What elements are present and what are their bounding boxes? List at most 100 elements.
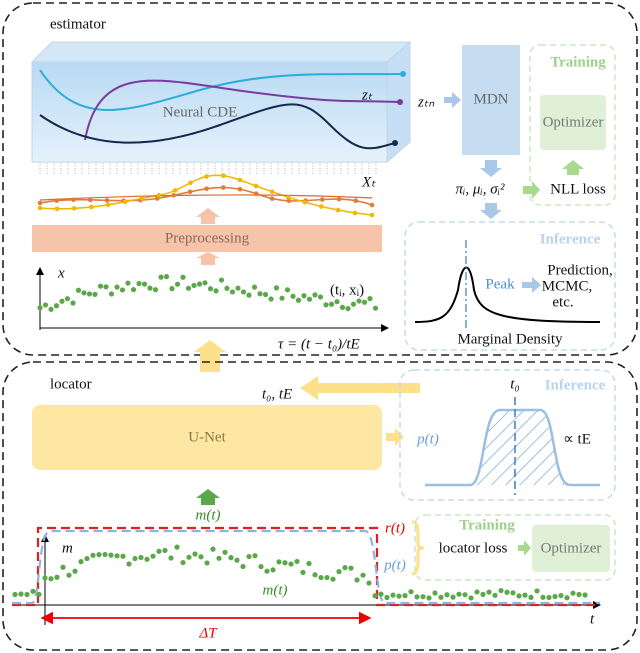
point [234,557,240,563]
mdn-box [462,45,520,155]
point [162,547,168,554]
point [60,564,66,570]
point [510,590,516,596]
point [207,286,214,292]
x-t-point [172,188,178,193]
point [204,560,210,566]
point [229,289,236,295]
point [158,274,164,280]
x-t-point [369,202,375,208]
x-t-point [286,198,292,204]
point [546,594,552,601]
inference-frame [404,221,616,351]
estimator-title: estimator [50,16,106,32]
x-t-point [37,205,43,211]
point [258,563,264,570]
point [330,576,336,582]
arrow-up [196,208,220,224]
point [312,572,318,578]
point [119,287,126,293]
point [24,591,30,598]
point [180,274,186,280]
optimizer-box [532,525,610,572]
point [262,291,269,298]
point [53,303,60,309]
point [147,285,153,291]
point [356,298,362,304]
p-t-loss-label: p(t) [383,557,406,573]
point [156,548,162,554]
point [48,576,54,582]
point [468,595,474,601]
arrow-up [196,252,220,265]
point [312,292,318,298]
m-t-input-label: m(t) [196,507,221,523]
data-points [37,274,379,312]
point [168,555,174,561]
point [306,296,313,302]
t0-te-label: t₀, tE [262,386,292,402]
x-t-point [269,189,275,195]
point [432,590,438,596]
arrow-left [300,376,420,400]
point [534,588,540,594]
point-label: (tᵢ, xᵢ) [330,282,364,298]
optimizer-box [540,95,606,150]
dotted-connectors [39,163,377,174]
point [474,589,480,595]
point [317,294,324,300]
x-t-point [319,204,324,209]
point [402,593,408,599]
point [336,569,342,575]
point [444,592,450,598]
point [540,594,546,600]
point [384,594,390,601]
locator-title: locator [50,376,92,392]
arrow-down [480,160,502,177]
point [202,280,208,286]
x-t-point [105,202,111,208]
r-t-curve [12,526,600,607]
optimizer-label: Optimizer [543,114,604,130]
point [284,287,291,293]
x-t-point [37,200,43,206]
z-tn-label: zₜₙ [417,94,435,110]
arrow-up [562,160,584,175]
point [328,301,335,307]
x-t-point [237,186,243,192]
point [323,302,329,308]
x-t-point [253,191,259,196]
point [318,574,324,581]
point [366,580,372,586]
point [196,281,203,287]
x-t-point [221,173,226,178]
point [42,302,49,308]
point [86,291,93,297]
point [240,563,246,570]
point [408,589,414,595]
point [141,281,148,287]
marginal-density-label: Marginal Density [457,331,563,347]
point [186,554,192,560]
tau-label: τ = (t − t₀)/tE [278,336,360,352]
training-frame [414,514,616,581]
point [324,574,330,581]
x-t-point [204,174,209,179]
arrow-down [480,203,502,219]
point [240,289,247,295]
point [348,565,354,571]
point [108,291,115,297]
arrow-right [518,540,531,556]
point [570,590,576,596]
point [486,589,492,595]
point [251,284,258,290]
x-t-point [87,197,93,203]
x-t-point [352,210,358,216]
point [96,552,102,558]
preprocessing-label: Preprocessing [165,230,250,246]
point [30,588,36,594]
x-t-point [320,197,325,202]
x-t-point [369,212,375,218]
point [552,593,558,600]
